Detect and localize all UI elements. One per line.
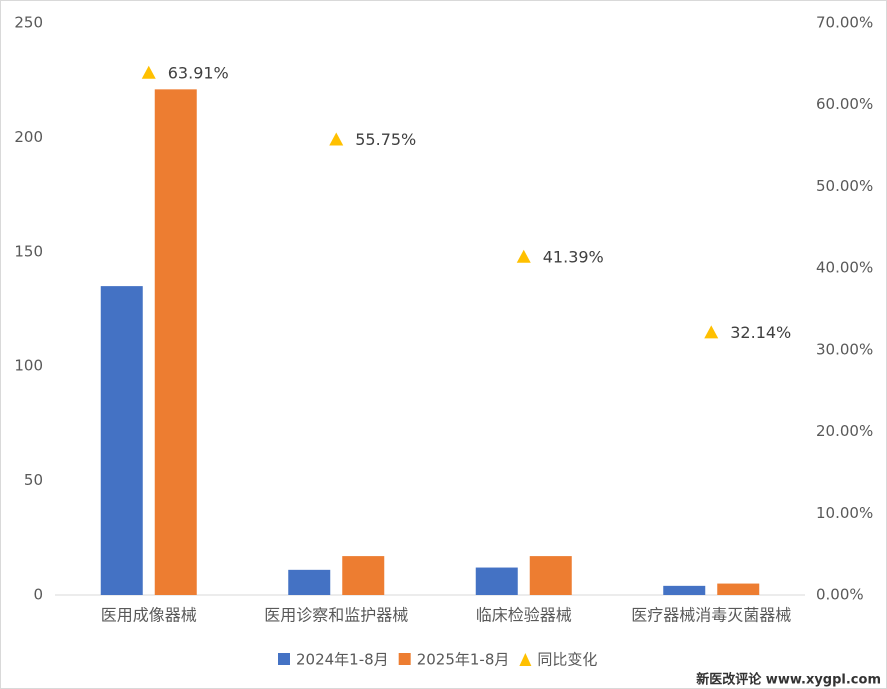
bar — [288, 569, 331, 595]
bar — [475, 567, 518, 595]
x-tick-label: 临床检验器械 — [476, 606, 572, 625]
y-tick-label: 0 — [33, 586, 43, 604]
bar — [663, 585, 706, 595]
y2-tick-label: 20.00% — [816, 422, 873, 440]
triangle-marker — [141, 65, 156, 79]
triangle-marker — [516, 249, 531, 263]
watermark: 新医改评论 www.xygpl.com — [696, 672, 881, 688]
triangle-marker — [329, 132, 344, 146]
y2-tick-label: 0.00% — [816, 586, 864, 604]
bar — [717, 583, 760, 595]
x-tick-label: 医用成像器械 — [101, 606, 197, 625]
y-tick-label: 150 — [14, 242, 43, 260]
value-label: 32.14% — [730, 323, 791, 342]
legend-label: 2024年1-8月 — [296, 651, 389, 669]
y2-tick-label: 10.00% — [816, 504, 873, 522]
y2-tick-label: 70.00% — [816, 14, 873, 32]
value-label: 63.91% — [168, 63, 229, 82]
y2-tick-label: 40.00% — [816, 259, 873, 277]
bar — [342, 556, 385, 595]
y-tick-label: 100 — [14, 357, 43, 375]
y2-tick-label: 30.00% — [816, 340, 873, 358]
legend-swatch — [519, 653, 532, 666]
legend-label: 同比变化 — [537, 651, 597, 669]
y-tick-label: 250 — [14, 14, 43, 32]
y2-tick-label: 50.00% — [816, 177, 873, 195]
x-tick-label: 医疗器械消毒灭菌器械 — [631, 606, 791, 625]
legend-label: 2025年1-8月 — [417, 651, 510, 669]
legend-swatch — [398, 653, 411, 665]
y-tick-label: 200 — [14, 128, 43, 146]
bar — [154, 89, 197, 596]
y2-tick-label: 60.00% — [816, 95, 873, 113]
value-label: 41.39% — [543, 247, 604, 266]
bar — [529, 556, 572, 595]
triangle-marker — [704, 325, 719, 339]
value-label: 55.75% — [355, 130, 416, 149]
x-tick-label: 医用诊察和监护器械 — [264, 606, 408, 625]
bar — [100, 286, 143, 595]
y-tick-label: 50 — [24, 471, 43, 489]
legend-swatch — [278, 653, 290, 665]
